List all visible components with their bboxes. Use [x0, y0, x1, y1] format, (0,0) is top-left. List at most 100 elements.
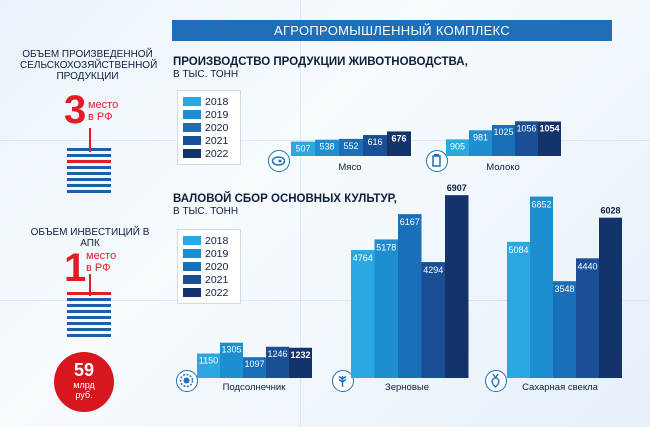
bar	[576, 258, 599, 378]
investment-rank-number: 1	[64, 246, 87, 290]
bar	[492, 125, 515, 156]
data-label: 6028	[600, 206, 620, 216]
data-label: 1054	[539, 124, 559, 134]
legend-swatch	[183, 236, 201, 245]
rank-stripe	[67, 172, 111, 175]
category-label: Мясо	[338, 162, 361, 173]
rank-stripe	[67, 154, 111, 157]
legend-swatch	[183, 149, 201, 158]
bar	[446, 139, 469, 156]
legend-label: 2018	[205, 95, 229, 108]
livestock-title: ПРОИЗВОДСТВО ПРОДУКЦИИ ЖИВОТНОВОДСТВА,	[173, 56, 468, 68]
legend-item: 2019	[183, 108, 235, 121]
background-line	[300, 0, 301, 427]
investment-unit-line1: млрд	[73, 380, 95, 390]
legend-label: 2018	[205, 234, 229, 247]
bar	[538, 121, 561, 156]
data-label: 1305	[221, 345, 241, 355]
bar	[421, 262, 445, 378]
rank-stripe	[67, 298, 111, 301]
legend-item: 2019	[183, 247, 235, 260]
data-label: 1232	[290, 350, 310, 360]
rank-stripe	[67, 316, 111, 319]
bar	[553, 281, 576, 378]
data-label: 6167	[400, 217, 420, 227]
rank-stripe-tick	[89, 128, 91, 152]
bar	[387, 131, 411, 156]
data-label: 1056	[516, 123, 536, 133]
legend-label: 2021	[205, 134, 229, 147]
sugar-beet-icon	[485, 370, 507, 392]
category-label: Молоко	[486, 162, 520, 173]
legend-swatch	[183, 97, 201, 106]
data-label: 4764	[353, 253, 373, 263]
bar	[398, 214, 422, 378]
investment-amount-badge: 59 млрд руб.	[54, 352, 114, 412]
legend-swatch	[183, 288, 201, 297]
data-label: 905	[450, 141, 465, 151]
rank-stripe	[67, 304, 111, 307]
investment-amount: 59	[73, 360, 95, 380]
legend-item: 2020	[183, 121, 235, 134]
crops-subtitle: В ТЫС. ТОНН	[173, 206, 239, 217]
legend-label: 2019	[205, 108, 229, 121]
investment-rank-word: место в РФ	[86, 250, 117, 274]
data-label: 1025	[493, 127, 513, 137]
data-label: 538	[319, 142, 334, 152]
rank-stripe	[67, 328, 111, 331]
bar	[266, 346, 289, 378]
bar	[507, 241, 530, 378]
livestock-legend: 2018 2019 2020 2021 2022	[177, 90, 241, 165]
rank-stripe	[67, 322, 111, 325]
legend-swatch	[183, 262, 201, 271]
production-label: ОБЪЕМ ПРОИЗВЕДЕННОЙ СЕЛЬСКОХОЗЯЙСТВЕННОЙ…	[20, 49, 158, 82]
data-label: 5178	[376, 242, 396, 252]
crops-title: ВАЛОВОЙ СБОР ОСНОВНЫХ КУЛЬТУР,	[173, 193, 397, 205]
category-label: Зерновые	[385, 382, 429, 393]
bar	[291, 141, 315, 156]
rank-stripe	[67, 190, 111, 193]
data-label: 981	[473, 132, 488, 142]
legend-item: 2018	[183, 234, 235, 247]
legend-item: 2020	[183, 260, 235, 273]
bar	[374, 239, 398, 378]
category-label: Подсолнечник	[223, 382, 287, 393]
grain-icon	[332, 370, 354, 392]
legend-swatch	[183, 275, 201, 284]
legend-item: 2018	[183, 95, 235, 108]
bar	[315, 139, 339, 156]
rank-stripe	[67, 310, 111, 313]
bar	[515, 121, 538, 156]
rank-stripe	[67, 184, 111, 187]
meat-icon	[268, 150, 290, 172]
page-title: АГРОПРОМЫШЛЕННЫЙ КОМПЛЕКС	[172, 20, 612, 41]
legend-label: 2021	[205, 273, 229, 286]
legend-label: 2022	[205, 286, 229, 299]
legend-item: 2022	[183, 147, 235, 160]
investment-label: ОБЪЕМ ИНВЕСТИЦИЙ В АПК	[30, 227, 150, 249]
sunflower-icon	[176, 370, 198, 392]
data-label: 616	[367, 137, 382, 147]
bar	[351, 250, 375, 378]
bar	[289, 347, 312, 378]
rank-stripe	[67, 334, 111, 337]
legend-swatch	[183, 249, 201, 258]
data-label: 1246	[267, 349, 287, 359]
legend-label: 2019	[205, 247, 229, 260]
data-label: 3548	[554, 284, 574, 294]
data-label: 6852	[531, 200, 551, 210]
legend-label: 2020	[205, 260, 229, 273]
legend-item: 2021	[183, 273, 235, 286]
data-label: 6907	[447, 183, 467, 193]
bar	[339, 138, 363, 156]
data-label: 4294	[423, 265, 443, 275]
bar	[363, 135, 387, 156]
data-label: 1150	[199, 356, 218, 366]
rank-stripe	[67, 166, 111, 169]
data-label: 507	[295, 144, 310, 154]
production-rank-word: место в РФ	[88, 99, 119, 123]
bar	[530, 196, 553, 378]
investment-unit-line2: руб.	[75, 390, 93, 400]
